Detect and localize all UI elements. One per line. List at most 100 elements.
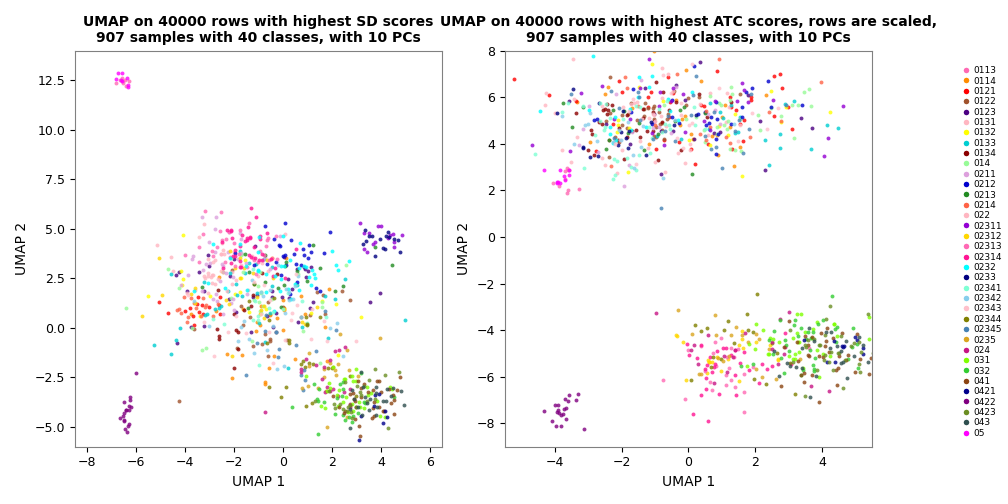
Point [239, 263, 255, 271]
Point [353, 312, 369, 321]
Point [201, 269, 217, 277]
Point [252, 247, 268, 256]
Point [196, 220, 212, 228]
Point [224, 280, 240, 288]
Point [326, 363, 342, 371]
Point [740, 338, 756, 346]
Point [648, 145, 664, 153]
Point [669, 306, 685, 314]
Point [672, 121, 688, 129]
Point [218, 296, 234, 304]
Point [644, 134, 660, 142]
Point [289, 301, 305, 309]
Point [688, 72, 705, 80]
Point [646, 115, 662, 123]
Point [796, 392, 812, 400]
Point [743, 93, 759, 101]
Point [216, 320, 232, 328]
Point [738, 329, 754, 337]
Point [204, 247, 220, 256]
Point [245, 269, 261, 277]
Point [766, 328, 782, 336]
Point [714, 355, 730, 363]
Point [327, 287, 343, 295]
Legend: 0113, 0114, 0121, 0122, 0123, 0131, 0132, 0133, 0134, 014, 0211, 0212, 0213, 021: 0113, 0114, 0121, 0122, 0123, 0131, 0132… [960, 65, 1004, 439]
Point [335, 352, 351, 360]
Point [688, 111, 705, 119]
Point [733, 114, 749, 122]
Point [745, 328, 761, 336]
Point [581, 105, 597, 113]
Point [289, 318, 305, 326]
Point [645, 118, 661, 126]
Point [300, 273, 317, 281]
Point [257, 330, 273, 338]
Point [265, 322, 281, 330]
Point [569, 98, 585, 106]
Point [197, 303, 213, 311]
Point [108, 76, 124, 84]
Point [293, 261, 309, 269]
Point [342, 424, 358, 432]
Point [798, 343, 814, 351]
Point [385, 396, 401, 404]
Point [647, 123, 663, 131]
Point [770, 355, 786, 363]
Point [266, 352, 282, 360]
Point [205, 312, 221, 320]
Point [251, 298, 267, 306]
Point [611, 126, 627, 134]
Point [810, 373, 827, 381]
Point [602, 123, 618, 131]
Point [828, 338, 844, 346]
Point [656, 127, 672, 135]
Point [262, 286, 278, 294]
Point [668, 98, 684, 106]
Point [561, 391, 578, 399]
Point [697, 109, 713, 117]
Point [785, 321, 801, 329]
Point [661, 98, 677, 106]
Point [377, 413, 393, 421]
Point [195, 213, 211, 221]
Point [646, 102, 662, 110]
Point [619, 133, 635, 141]
Point [149, 241, 165, 249]
Point [574, 89, 590, 97]
Point [778, 341, 794, 349]
Point [293, 296, 309, 304]
Point [297, 376, 313, 384]
Point [244, 252, 260, 260]
Point [772, 315, 788, 323]
Point [591, 99, 607, 107]
Point [624, 127, 640, 135]
Point [578, 120, 594, 129]
Point [272, 232, 288, 240]
Point [293, 292, 309, 300]
Point [698, 136, 714, 144]
Point [308, 395, 325, 403]
Point [632, 103, 648, 111]
Point [815, 316, 832, 324]
Point [238, 370, 254, 379]
Point [800, 352, 816, 360]
Point [229, 344, 245, 352]
Point [834, 347, 850, 355]
Point [309, 288, 326, 296]
Point [134, 311, 150, 320]
Point [771, 372, 787, 381]
Point [790, 332, 806, 340]
Point [257, 251, 273, 259]
Point [754, 373, 770, 381]
Point [224, 267, 240, 275]
Point [382, 383, 398, 391]
Point [736, 116, 752, 124]
Point [616, 155, 632, 163]
Point [711, 390, 727, 398]
Point [386, 238, 402, 246]
Point [815, 152, 832, 160]
Point [689, 360, 706, 368]
Point [773, 112, 789, 120]
Point [664, 127, 680, 135]
Point [223, 254, 239, 262]
